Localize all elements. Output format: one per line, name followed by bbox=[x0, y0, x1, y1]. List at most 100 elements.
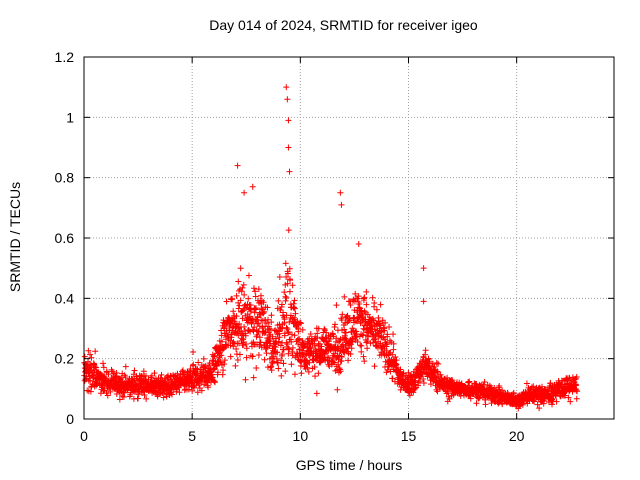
data-point bbox=[234, 162, 241, 169]
data-point bbox=[323, 329, 330, 336]
data-point bbox=[274, 359, 281, 366]
data-point bbox=[243, 354, 250, 361]
data-point bbox=[234, 357, 241, 364]
data-point bbox=[313, 390, 320, 397]
data-point bbox=[284, 96, 291, 103]
data-point bbox=[286, 288, 293, 295]
data-point bbox=[113, 390, 120, 397]
data-point bbox=[233, 292, 240, 299]
data-point bbox=[205, 384, 212, 391]
data-point bbox=[195, 359, 202, 366]
data-point bbox=[291, 371, 298, 378]
data-point bbox=[276, 328, 283, 335]
data-point bbox=[141, 377, 148, 384]
data-point bbox=[284, 270, 291, 277]
x-tick-label: 0 bbox=[80, 428, 88, 444]
data-point bbox=[291, 305, 298, 312]
data-point bbox=[345, 357, 352, 364]
data-point bbox=[279, 301, 286, 308]
data-point bbox=[369, 294, 376, 301]
data-point bbox=[235, 278, 242, 285]
data-point bbox=[298, 370, 305, 377]
data-point bbox=[360, 331, 367, 338]
data-point bbox=[482, 401, 489, 408]
data-point bbox=[227, 353, 234, 360]
data-point bbox=[467, 395, 474, 402]
data-point bbox=[285, 227, 292, 234]
y-tick-label: 0.8 bbox=[55, 170, 75, 186]
data-point bbox=[446, 395, 453, 402]
data-point bbox=[361, 358, 368, 365]
data-point bbox=[107, 388, 114, 395]
data-point bbox=[279, 351, 286, 358]
data-point bbox=[314, 335, 321, 342]
data-point bbox=[547, 380, 554, 387]
data-point bbox=[384, 340, 391, 347]
data-point bbox=[283, 294, 290, 301]
data-point bbox=[257, 292, 264, 299]
data-point bbox=[437, 371, 444, 378]
data-point bbox=[263, 350, 270, 357]
data-point bbox=[264, 364, 271, 371]
data-point bbox=[363, 339, 370, 346]
data-point bbox=[499, 401, 506, 408]
data-point bbox=[275, 365, 282, 372]
data-point bbox=[233, 313, 240, 320]
data-point bbox=[275, 360, 282, 367]
data-point bbox=[198, 387, 205, 394]
data-point bbox=[285, 144, 292, 151]
data-point bbox=[417, 364, 424, 371]
data-point bbox=[236, 320, 243, 327]
data-point bbox=[358, 348, 365, 355]
data-point bbox=[267, 326, 274, 333]
data-point bbox=[283, 339, 290, 346]
data-point bbox=[282, 368, 289, 375]
data-point bbox=[338, 357, 345, 364]
data-point bbox=[435, 360, 442, 367]
data-point bbox=[142, 372, 149, 379]
data-point bbox=[366, 314, 373, 321]
data-point bbox=[565, 394, 572, 401]
data-point bbox=[264, 304, 271, 311]
data-point bbox=[242, 332, 249, 339]
data-point bbox=[250, 374, 257, 381]
data-point bbox=[280, 346, 287, 353]
data-point bbox=[291, 297, 298, 304]
data-point bbox=[536, 405, 543, 412]
data-point bbox=[217, 359, 224, 366]
data-point bbox=[574, 388, 581, 395]
data-point bbox=[530, 397, 537, 404]
data-point bbox=[168, 391, 175, 398]
data-point bbox=[237, 265, 244, 272]
data-point bbox=[315, 325, 322, 332]
data-point bbox=[333, 302, 340, 309]
data-point bbox=[331, 324, 338, 331]
data-point bbox=[235, 340, 242, 347]
data-point bbox=[553, 398, 560, 405]
data-point bbox=[100, 364, 107, 371]
data-point bbox=[567, 398, 574, 405]
y-axis-label: SRMTID / TECUs bbox=[7, 181, 23, 293]
data-point bbox=[252, 293, 259, 300]
data-point bbox=[270, 358, 277, 365]
data-point bbox=[261, 308, 268, 315]
data-point bbox=[281, 332, 288, 339]
data-point bbox=[190, 348, 197, 355]
data-point bbox=[277, 342, 284, 349]
data-point bbox=[349, 335, 356, 342]
data-point bbox=[481, 379, 488, 386]
data-point bbox=[357, 307, 364, 314]
data-point bbox=[341, 293, 348, 300]
data-point bbox=[566, 374, 573, 381]
data-point bbox=[221, 361, 228, 368]
data-point bbox=[466, 378, 473, 385]
data-point bbox=[245, 272, 252, 279]
data-point bbox=[335, 361, 342, 368]
data-point bbox=[229, 296, 236, 303]
data-point bbox=[143, 395, 150, 402]
data-point bbox=[232, 362, 239, 369]
data-point bbox=[239, 315, 246, 322]
data-point bbox=[242, 376, 249, 383]
data-point bbox=[101, 373, 108, 380]
data-point bbox=[251, 324, 258, 331]
